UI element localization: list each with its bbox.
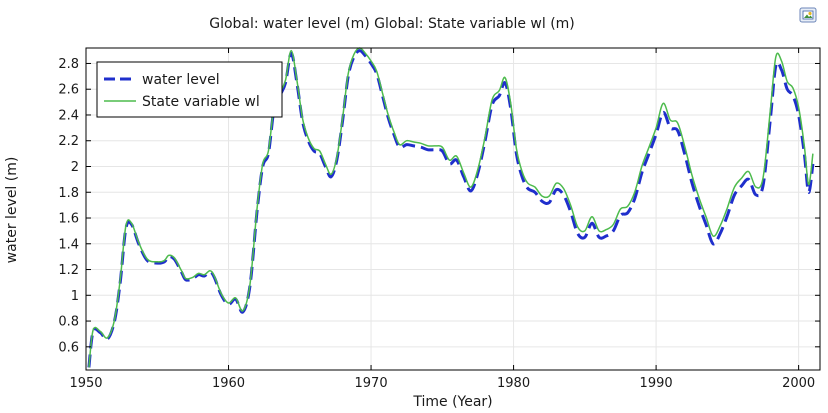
legend-label-state-variable-wl: State variable wl: [142, 94, 260, 110]
legend: water level State variable wl: [96, 61, 283, 118]
x-axis-label: Time (Year): [412, 394, 492, 410]
chart-title: Global: water level (m) Global: State va…: [209, 16, 575, 32]
y-axis-label: water level (m): [4, 157, 20, 264]
plot-border: [85, 47, 821, 371]
y-tick-label: 1: [71, 289, 79, 304]
x-tick-label: 1980: [497, 376, 530, 391]
x-tick-label: 1990: [640, 376, 673, 391]
y-tick-label: 0.6: [58, 340, 79, 355]
y-tick-label: 1.2: [58, 263, 79, 278]
y-tick-label: 1.8: [58, 186, 79, 201]
y-tick-label: 2.2: [58, 134, 79, 149]
y-tick-label: 2.4: [58, 108, 79, 123]
series-layer: [87, 47, 815, 368]
series-line-state-variable-wl: [88, 47, 814, 368]
y-tick-label: 2.8: [58, 57, 79, 72]
legend-box: [96, 61, 283, 118]
x-tick-label: 2000: [782, 376, 815, 391]
x-tick-label: 1970: [355, 376, 388, 391]
y-axis: 0.6 0.8 1 1.2 1.4 1.6 1.8 2 2.2 2.4 2.6 2.8: [58, 57, 820, 355]
x-tick-label: 1960: [212, 376, 245, 391]
export-image-icon[interactable]: [799, 7, 817, 23]
series-line-water-level: [87, 49, 815, 368]
x-tick-label: 1950: [69, 376, 102, 391]
y-tick-label: 0.8: [58, 315, 79, 330]
legend-label-water-level: water level: [142, 72, 220, 88]
y-tick-label: 1.4: [58, 237, 79, 252]
y-tick-label: 2.6: [58, 83, 79, 98]
y-tick-label: 2: [71, 160, 79, 175]
x-axis: 1950 1960 1970 1980 1990 2000: [69, 48, 815, 391]
y-tick-label: 1.6: [58, 212, 79, 227]
